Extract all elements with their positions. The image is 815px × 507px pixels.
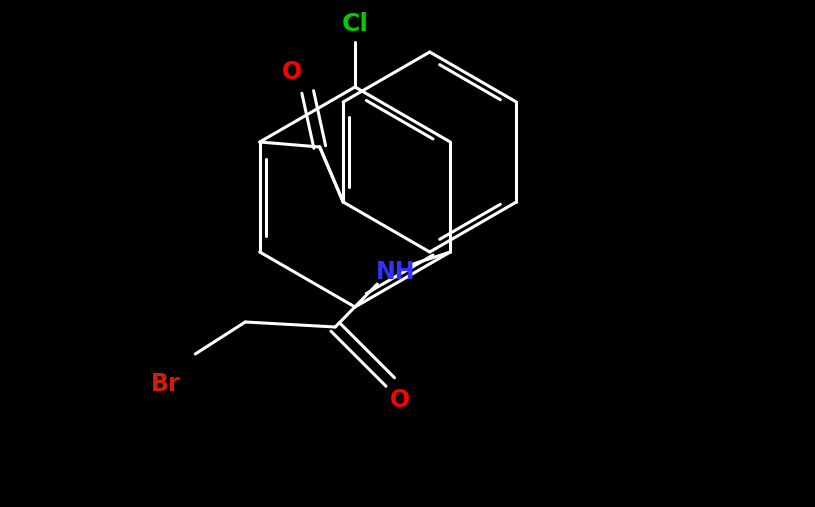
Text: O: O: [390, 388, 410, 412]
Text: Br: Br: [151, 372, 180, 396]
Text: NH: NH: [376, 260, 415, 284]
Text: O: O: [282, 60, 302, 84]
Text: Cl: Cl: [341, 12, 368, 36]
